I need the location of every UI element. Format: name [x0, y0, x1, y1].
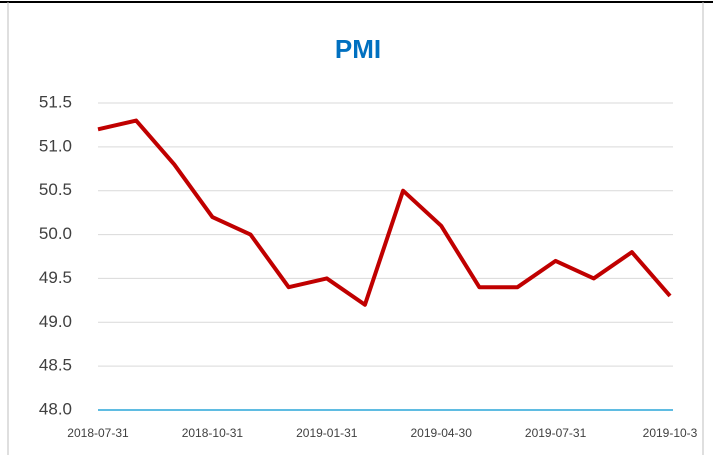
series-line [97, 118, 672, 307]
x-tick-label: 2019-10-3 [643, 426, 698, 440]
x-tick-label: 2018-10-31 [182, 426, 244, 440]
chart-title: PMI [335, 34, 381, 64]
y-tick-label: 48.0 [39, 399, 72, 418]
plot: 48.0 48.5 49.0 49.5 50.0 50.5 51.0 51.5 2018-07-… [39, 92, 698, 440]
x-tick-label: 2019-07-31 [525, 426, 587, 440]
y-tick-label: 51.0 [39, 136, 72, 155]
y-tick-label: 51.5 [39, 92, 72, 111]
x-tick-label: 2018-07-31 [67, 426, 129, 440]
y-tick-label: 49.0 [39, 312, 72, 331]
x-tick-label: 2019-01-31 [296, 426, 358, 440]
y-tick-label: 48.5 [39, 356, 72, 375]
y-tick-label: 49.5 [39, 268, 72, 287]
y-tick-label: 50.5 [39, 180, 72, 199]
x-tick-label: 2019-04-30 [411, 426, 473, 440]
y-tick-label: 50.0 [39, 224, 72, 243]
